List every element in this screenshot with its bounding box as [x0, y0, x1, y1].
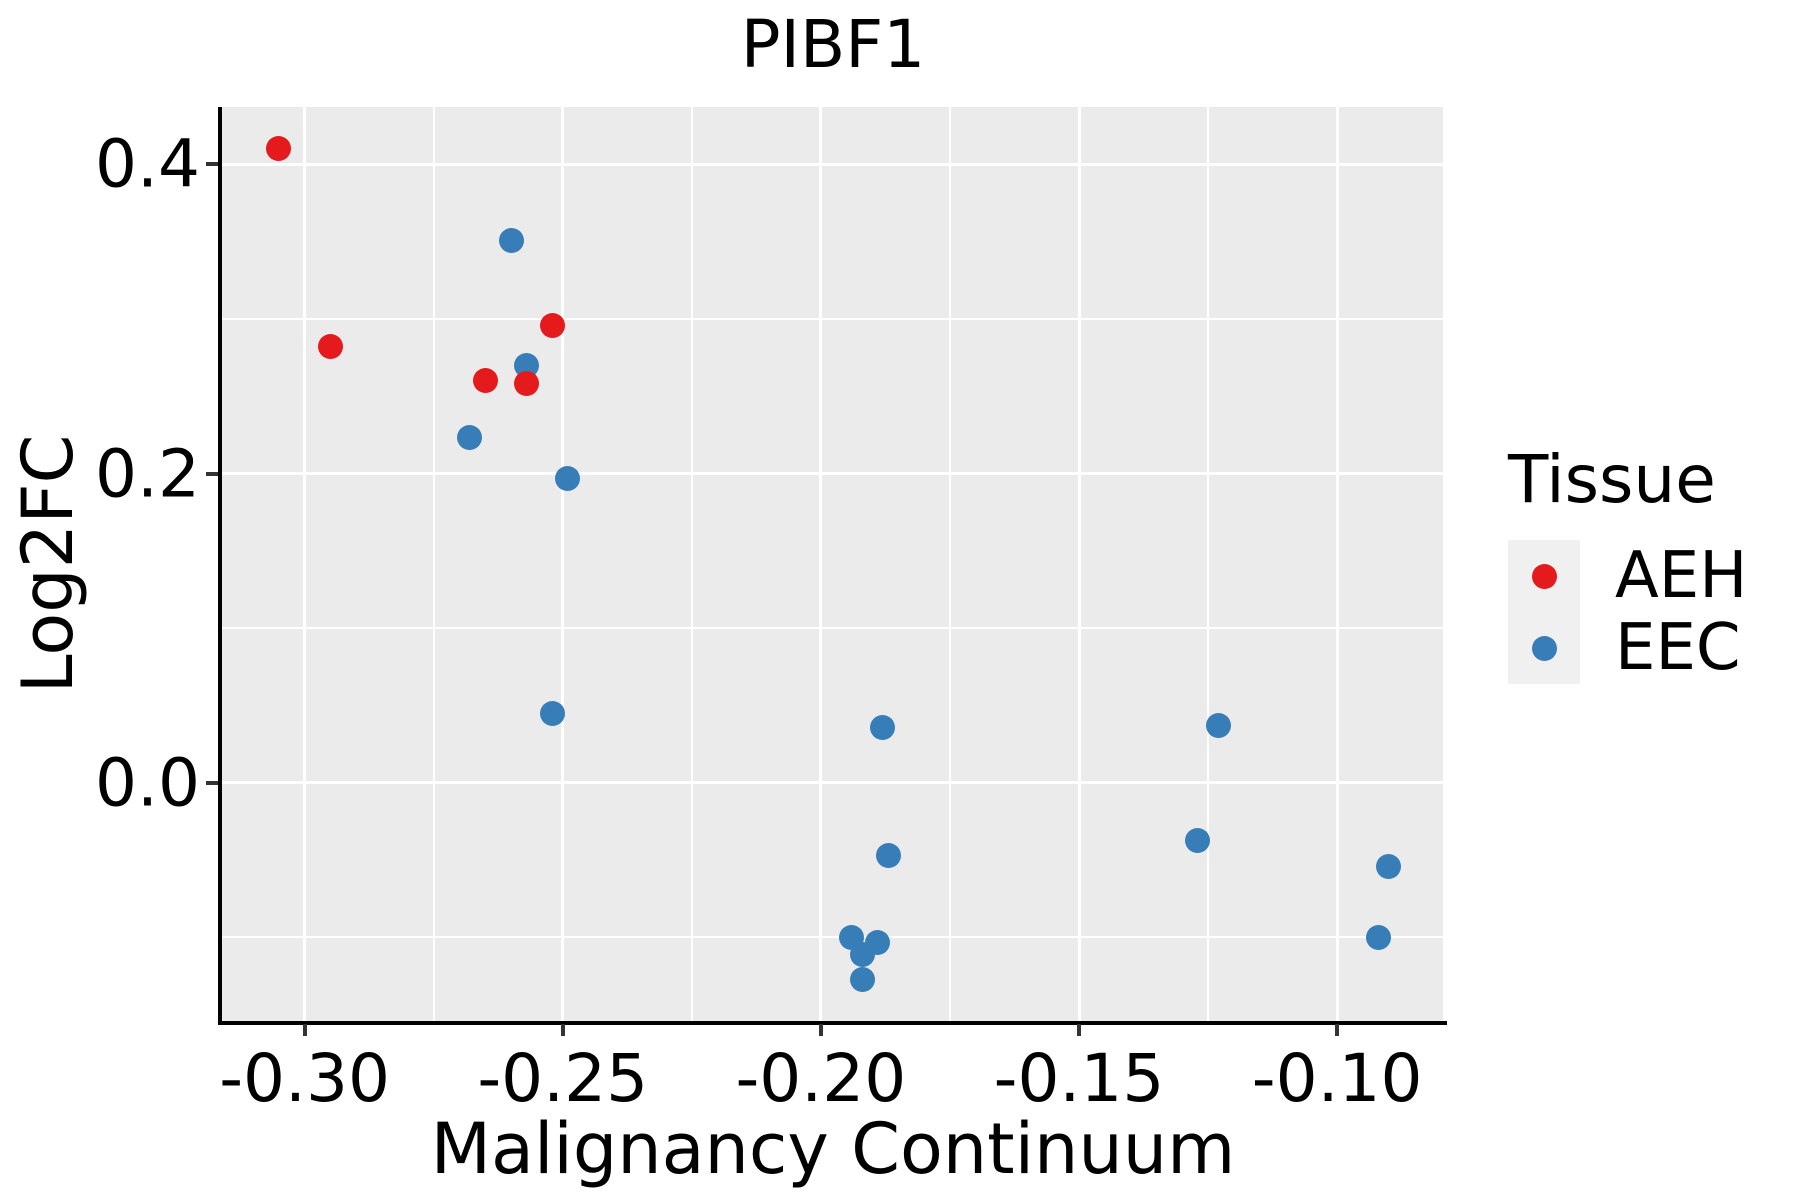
x-tick-mark	[1335, 1024, 1340, 1036]
data-point-eec	[1365, 924, 1391, 950]
data-point-aeh	[266, 136, 292, 162]
data-point-eec	[498, 227, 524, 253]
x-tick-label: -0.15	[993, 1040, 1165, 1117]
x-axis-title: Malignancy Continuum	[430, 1108, 1236, 1190]
x-minor-gridline	[948, 107, 951, 1021]
data-point-aeh	[539, 312, 565, 338]
y-tick-label: 0.4	[95, 125, 200, 203]
legend-dot-eec-icon	[1531, 635, 1557, 661]
data-point-eec	[1185, 827, 1211, 853]
plot-panel	[222, 107, 1443, 1021]
legend-key-box-eec	[1508, 612, 1580, 684]
data-point-aeh	[514, 371, 540, 397]
y-major-gridline	[222, 781, 1443, 785]
y-axis-title: Log2FC	[7, 434, 89, 694]
x-tick-mark	[302, 1024, 307, 1036]
data-point-eec	[875, 843, 901, 869]
data-point-eec	[1205, 713, 1231, 739]
y-tick-label: 0.0	[95, 744, 200, 822]
y-minor-gridline	[222, 627, 1443, 630]
y-tick-mark	[206, 471, 218, 476]
data-point-aeh	[317, 334, 343, 360]
legend-key-aeh: AEH	[1508, 539, 1748, 613]
y-tick-mark	[206, 780, 218, 785]
data-point-eec	[849, 966, 875, 992]
x-tick-mark	[1077, 1024, 1082, 1036]
legend-title: Tissue	[1508, 441, 1716, 518]
y-minor-gridline	[222, 936, 1443, 939]
legend-label-eec: EEC	[1615, 611, 1741, 685]
legend-dot-aeh-icon	[1531, 563, 1557, 589]
x-tick-label: -0.20	[735, 1040, 907, 1117]
data-point-eec	[1376, 853, 1402, 879]
y-axis-line	[218, 107, 222, 1025]
x-major-gridline	[819, 107, 823, 1021]
x-major-gridline	[303, 107, 307, 1021]
x-major-gridline	[1335, 107, 1339, 1021]
legend: Tissue AEH EEC	[1508, 441, 1748, 685]
x-minor-gridline	[432, 107, 435, 1021]
plot-title: PIBF1	[740, 6, 926, 83]
x-major-gridline	[561, 107, 565, 1021]
x-tick-label: -0.30	[219, 1040, 390, 1117]
x-major-gridline	[1077, 107, 1081, 1021]
data-point-eec	[849, 941, 875, 967]
data-point-aeh	[472, 368, 498, 394]
x-minor-gridline	[690, 107, 693, 1021]
x-tick-label: -0.10	[1251, 1040, 1423, 1117]
x-minor-gridline	[1207, 107, 1210, 1021]
y-minor-gridline	[222, 317, 1443, 320]
data-point-eec	[870, 714, 896, 740]
y-tick-label: 0.2	[95, 435, 200, 513]
y-major-gridline	[222, 162, 1443, 166]
x-tick-mark	[818, 1024, 823, 1036]
data-point-eec	[457, 425, 483, 451]
data-point-eec	[555, 465, 581, 491]
legend-key-box-aeh	[1508, 540, 1580, 612]
y-tick-mark	[206, 162, 218, 167]
y-major-gridline	[222, 472, 1443, 476]
x-tick-mark	[560, 1024, 565, 1036]
x-tick-label: -0.25	[477, 1040, 649, 1117]
x-axis-line	[218, 1021, 1447, 1025]
data-point-eec	[539, 700, 565, 726]
legend-key-eec: EEC	[1508, 611, 1747, 685]
legend-label-aeh: AEH	[1615, 539, 1748, 613]
